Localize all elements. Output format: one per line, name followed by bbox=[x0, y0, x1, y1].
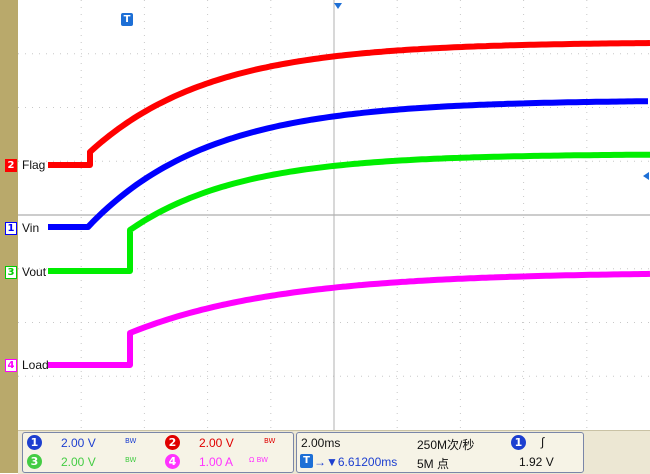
ch1-label: Vin bbox=[22, 221, 40, 235]
horizontal-center-marker bbox=[334, 3, 342, 9]
ch1-ground-marker: 1 bbox=[5, 222, 17, 235]
horizontal-trigger-icon: T bbox=[300, 454, 313, 468]
timebase-panel[interactable]: 2.00ms 250M次/秒 T →▼6.61200ms 5M 点 1 ∫ 1.… bbox=[296, 432, 584, 473]
ch3-badge: 3 bbox=[27, 454, 42, 469]
trigger-position-marker: T bbox=[121, 13, 133, 26]
trigger-level-marker bbox=[643, 172, 649, 180]
status-bar: 1 2.00 V BW 2 2.00 V BW 3 2.00 V BW 4 1.… bbox=[18, 430, 650, 474]
ch1-bw-icon: BW bbox=[125, 437, 137, 445]
record-length: 5M 点 bbox=[417, 457, 450, 471]
ch2-scale: 2.00 V bbox=[199, 436, 234, 450]
ch3-trace bbox=[48, 151, 650, 274]
ch2-ground-marker: 2 bbox=[5, 159, 17, 172]
ch3-label: Vout bbox=[22, 265, 47, 279]
ch1-trace bbox=[48, 98, 648, 230]
ch2-trace bbox=[48, 40, 650, 168]
left-bezel bbox=[0, 0, 18, 473]
ch4-bw-icon: Ω BW bbox=[249, 456, 269, 464]
channel-settings-panel[interactable]: 1 2.00 V BW 2 2.00 V BW 3 2.00 V BW 4 1.… bbox=[22, 432, 294, 473]
timebase-scale: 2.00ms bbox=[301, 436, 341, 450]
ch4-badge: 4 bbox=[165, 454, 180, 469]
ch4-label: Load bbox=[22, 358, 49, 372]
ch2-bw-icon: BW bbox=[264, 437, 276, 445]
ch4-ground-marker: 4 bbox=[5, 359, 17, 372]
ch3-ground-marker: 3 bbox=[5, 266, 17, 279]
horizontal-position: →▼6.61200ms bbox=[314, 455, 398, 469]
trigger-slope-icon: ∫ bbox=[541, 435, 545, 449]
ch4-trace bbox=[48, 270, 650, 368]
ch3-scale: 2.00 V bbox=[61, 455, 96, 469]
ch2-label: Flag bbox=[22, 158, 46, 172]
sample-rate: 250M次/秒 bbox=[417, 438, 475, 452]
ch1-badge: 1 bbox=[27, 435, 42, 450]
waveform-traces bbox=[48, 40, 650, 368]
trigger-level: 1.92 V bbox=[519, 455, 554, 469]
ch2-badge: 2 bbox=[165, 435, 180, 450]
ch3-bw-icon: BW bbox=[125, 456, 137, 464]
trigger-source-badge: 1 bbox=[511, 435, 526, 450]
graticule bbox=[18, 0, 650, 430]
ch4-scale: 1.00 A bbox=[199, 455, 234, 469]
ch1-scale: 2.00 V bbox=[61, 436, 96, 450]
